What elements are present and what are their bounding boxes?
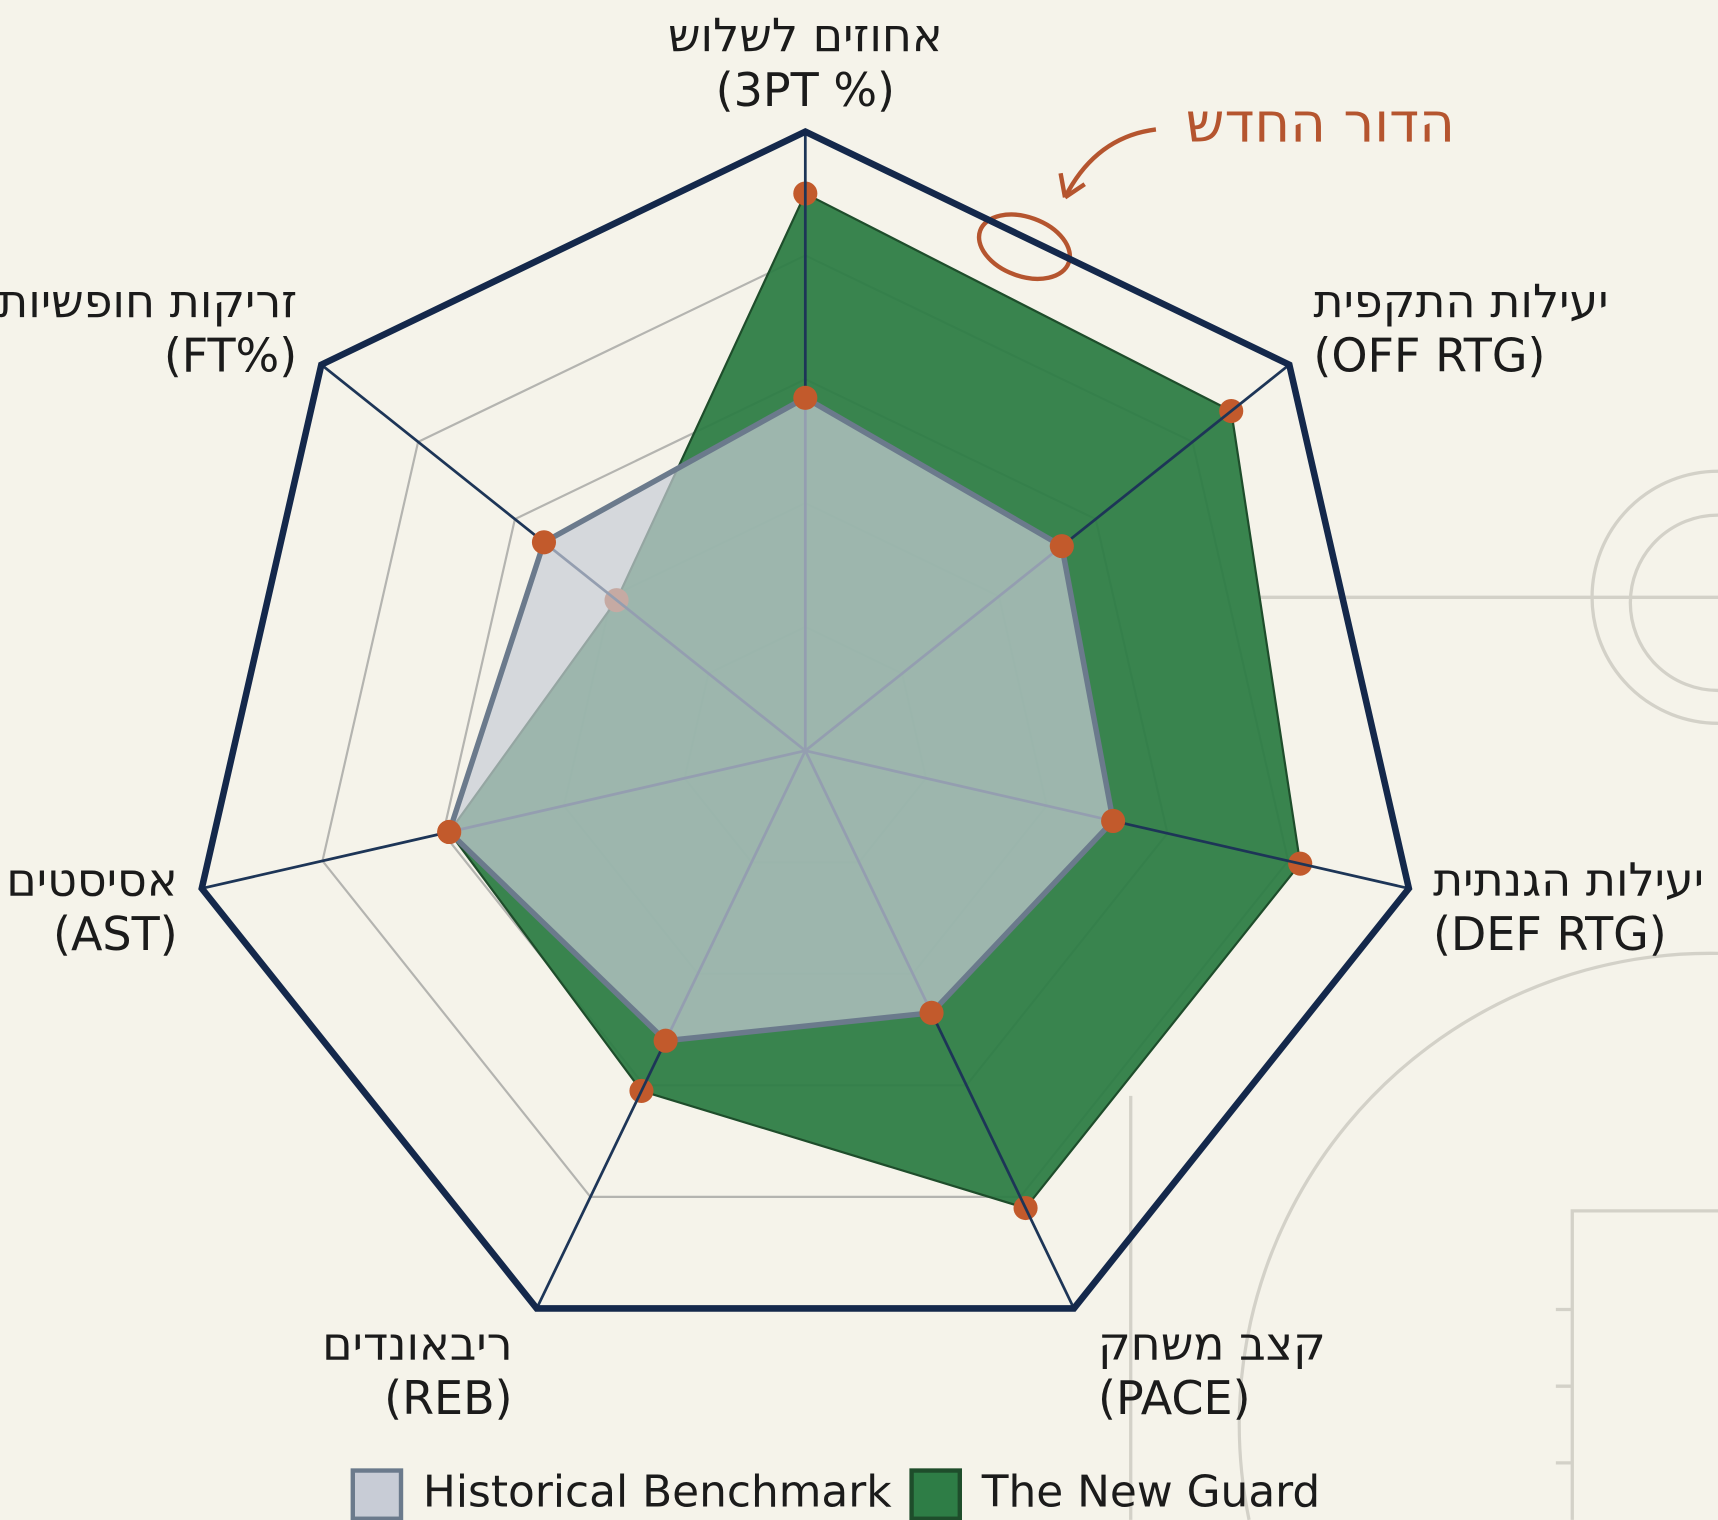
axis-code: (OFF RTG) [1313, 329, 1545, 383]
data-point [1049, 534, 1074, 559]
annotation: הדור החדש [1186, 90, 1455, 154]
annotation-marks [976, 127, 1157, 282]
data-point [1101, 808, 1126, 833]
axis-code: (3PT %) [716, 63, 895, 117]
legend-swatch [350, 1468, 404, 1520]
data-point [653, 1028, 678, 1053]
axis-code: (FT%) [164, 329, 297, 383]
data-point [531, 530, 557, 555]
axis-label: קצב משחק [1098, 1316, 1326, 1370]
axis-code: (DEF RTG) [1433, 907, 1667, 961]
axis-label: זריקות חופשיות [0, 274, 297, 328]
axis-label: אחוזים לשלוש [668, 8, 943, 62]
data-point [793, 385, 818, 410]
legend-label: The New Guard [981, 1467, 1321, 1518]
axis-code: (AST) [53, 907, 178, 961]
data-point [437, 819, 462, 845]
axis-label: יעילות הגנתית [1433, 852, 1704, 906]
legend-label: Historical Benchmark [423, 1467, 892, 1518]
axis-code: (PACE) [1098, 1371, 1251, 1425]
data-point [919, 1000, 944, 1025]
legend-swatch [909, 1468, 962, 1520]
axis-label: יעילות התקפית [1313, 274, 1608, 328]
court-lines [1129, 469, 1718, 1520]
axis-code: (REB) [384, 1371, 512, 1425]
series-area [446, 394, 1117, 1044]
axis-label: ריבאונדים [322, 1316, 512, 1370]
outer-ring [198, 127, 1413, 1312]
axis-label: אסיסטים [6, 852, 177, 906]
